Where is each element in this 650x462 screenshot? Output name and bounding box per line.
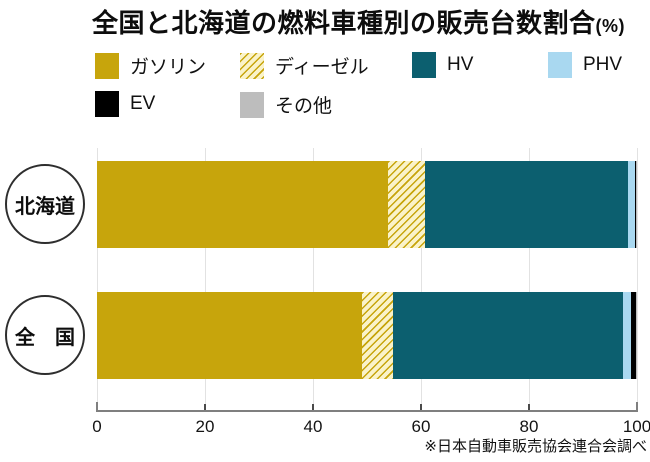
bar-segment-4 (634, 161, 636, 248)
x-axis (96, 410, 638, 412)
chart-title-unit: (%) (595, 16, 626, 36)
source-note: ※日本自動車販売協会連合会調べ (424, 438, 647, 455)
legend-item-phv: PHV (548, 52, 622, 78)
legend-item-hv: HV (412, 52, 473, 78)
axis-tick (204, 404, 206, 410)
legend-label: ディーゼル (275, 57, 369, 78)
x-tick-label: 0 (92, 417, 102, 436)
legend-label: EV (130, 93, 156, 114)
gridline (528, 148, 530, 410)
legend-swatch-hv (412, 52, 436, 78)
gridline (636, 148, 638, 410)
x-tick-label: 60 (411, 417, 431, 436)
x-tick-label: 100 (622, 417, 650, 436)
legend-label: PHV (583, 54, 623, 75)
bar-segment-2 (392, 292, 623, 379)
bar-segment-0 (97, 161, 389, 248)
legend-label: その他 (275, 96, 333, 117)
bar-segment-0 (97, 292, 362, 379)
axis-tick (420, 404, 422, 410)
gridline (420, 148, 422, 410)
legend-swatch-diesel (240, 52, 264, 79)
axis-tick (528, 404, 530, 410)
legend-label: HV (447, 54, 474, 75)
row-label-zenkoku: 全 国 (5, 295, 85, 375)
bar-segment-5 (635, 292, 637, 379)
legend-label: ガソリン (130, 57, 207, 78)
bar-segment-4 (631, 292, 636, 379)
gridline (312, 148, 314, 410)
bar-segment-1 (388, 161, 425, 248)
x-tick-label: 20 (195, 417, 215, 436)
legend-swatch-ev (95, 91, 119, 117)
legend-item-other: その他 (240, 91, 332, 118)
legend-item-gasoline: ガソリン (95, 52, 206, 79)
chart-title: 全国と北海道の燃料車種別の販売台数割合(%) (92, 3, 625, 40)
gridline (204, 148, 206, 410)
axis-tick (96, 402, 98, 412)
bar-segment-3 (622, 292, 632, 379)
legend-item-ev: EV (95, 91, 155, 117)
legend-swatch-phv (548, 52, 572, 78)
bar-segment-3 (627, 161, 635, 248)
legend-swatch-gasoline (95, 52, 119, 79)
legend-swatch-other (240, 91, 264, 118)
axis-tick (312, 404, 314, 410)
bar-segment-1 (361, 292, 393, 379)
bar-hokkaido (97, 161, 637, 248)
chart-title-text: 全国と北海道の燃料車種別の販売台数割合 (92, 8, 596, 38)
x-tick-label: 40 (303, 417, 323, 436)
bar-zenkoku (97, 292, 637, 379)
x-tick-label: 80 (519, 417, 539, 436)
axis-tick (636, 402, 638, 412)
row-label-hokkaido: 北海道 (5, 164, 85, 244)
bar-segment-5 (635, 161, 637, 248)
legend-item-diesel: ディーゼル (240, 52, 369, 79)
bar-segment-2 (424, 161, 628, 248)
gridline (96, 148, 98, 410)
